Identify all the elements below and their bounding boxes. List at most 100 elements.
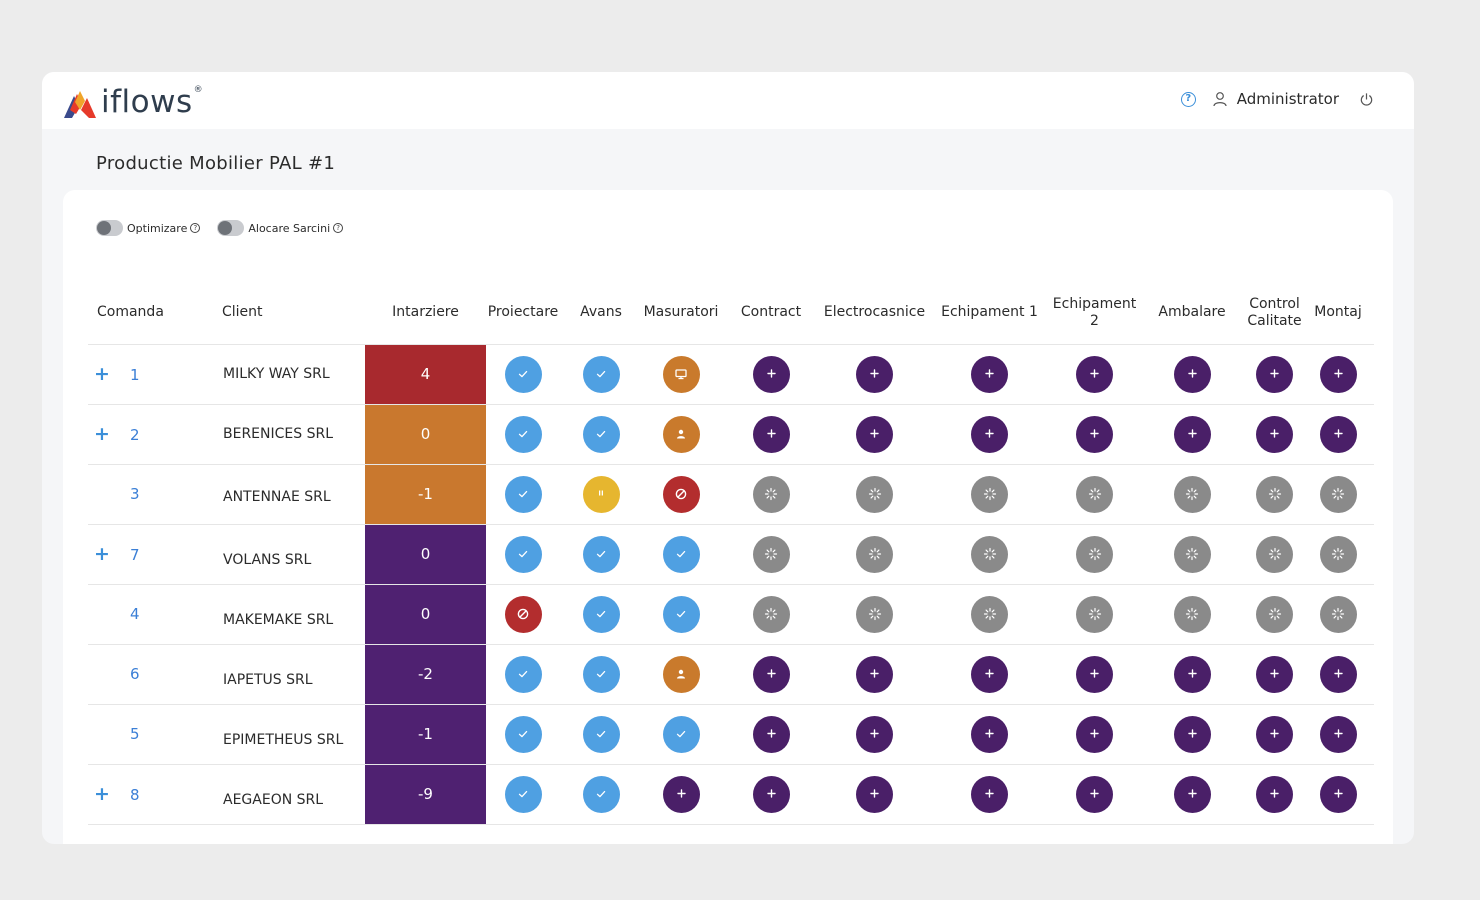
plus-icon[interactable] [1256, 775, 1293, 813]
expand-plus-icon[interactable]: + [94, 543, 110, 565]
check-icon[interactable] [662, 535, 700, 573]
plus-icon[interactable] [1256, 415, 1293, 453]
plus-icon[interactable] [1173, 415, 1211, 453]
plus-icon[interactable] [1173, 715, 1211, 753]
check-icon[interactable] [662, 715, 700, 753]
column-header-control-calitate[interactable]: Control Calitate [1247, 282, 1302, 345]
order-id-link[interactable]: 1 [130, 366, 140, 384]
check-icon[interactable] [504, 775, 542, 813]
spinner-icon[interactable] [856, 475, 893, 513]
table-row[interactable]: +1 MILKY WAY SRL 4 [88, 344, 1374, 405]
plus-icon[interactable] [1256, 655, 1293, 693]
check-icon[interactable] [504, 655, 542, 693]
spinner-icon[interactable] [1256, 475, 1293, 513]
spinner-icon[interactable] [856, 595, 893, 633]
check-icon[interactable] [582, 595, 620, 633]
spinner-icon[interactable] [1173, 475, 1211, 513]
plus-icon[interactable] [752, 355, 790, 393]
column-header-echipament-1[interactable]: Echipament 1 [927, 282, 1052, 345]
plus-icon[interactable] [1173, 775, 1211, 813]
plus-icon[interactable] [1076, 415, 1113, 453]
order-id-link[interactable]: 7 [130, 546, 140, 564]
spinner-icon[interactable] [1076, 595, 1113, 633]
column-header-contract[interactable]: Contract [720, 282, 822, 345]
alocare-sarcini-switch[interactable] [217, 220, 245, 236]
power-icon[interactable] [1359, 92, 1374, 107]
column-header-electrocasnice[interactable]: Electrocasnice [822, 282, 927, 345]
check-icon[interactable] [582, 355, 620, 393]
order-id-link[interactable]: 8 [130, 786, 140, 804]
blocked-icon[interactable] [662, 475, 700, 513]
optimizare-switch[interactable] [96, 220, 123, 236]
spinner-icon[interactable] [752, 535, 790, 573]
spinner-icon[interactable] [1319, 475, 1357, 513]
table-row[interactable]: 3 ANTENNAE SRL -1 [88, 464, 1374, 525]
spinner-icon[interactable] [1319, 535, 1357, 573]
plus-icon[interactable] [971, 775, 1008, 813]
person-icon[interactable] [662, 655, 700, 693]
column-header-echipament-2[interactable]: Echipament 2 [1052, 282, 1137, 345]
table-row[interactable]: +8 AEGAEON SRL -9 [88, 764, 1374, 825]
column-header-proiectare[interactable]: Proiectare [486, 282, 560, 345]
column-header-client[interactable]: Client [213, 282, 365, 345]
user-icon[interactable] [1212, 91, 1228, 107]
plus-icon[interactable] [752, 415, 790, 453]
order-id-link[interactable]: 6 [130, 665, 140, 683]
column-header-masuratori[interactable]: Masuratori [642, 282, 720, 345]
question-circle-icon[interactable]: ? [1180, 91, 1196, 107]
plus-icon[interactable] [1319, 715, 1357, 753]
plus-icon[interactable] [752, 655, 790, 693]
expand-plus-icon[interactable]: + [94, 783, 110, 805]
table-row[interactable]: +2 BERENICES SRL 0 [88, 404, 1374, 465]
user-name[interactable]: Administrator [1236, 90, 1339, 108]
person-icon[interactable] [662, 415, 700, 453]
column-header-ambalare[interactable]: Ambalare [1137, 282, 1247, 345]
check-icon[interactable] [504, 535, 542, 573]
plus-icon[interactable] [1319, 775, 1357, 813]
order-id-link[interactable]: 4 [130, 605, 140, 623]
plus-icon[interactable] [971, 715, 1008, 753]
plus-icon[interactable] [752, 715, 790, 753]
check-icon[interactable] [504, 415, 542, 453]
table-row[interactable]: 6 IAPETUS SRL -2 [88, 644, 1374, 705]
column-header-montaj[interactable]: Montaj [1302, 282, 1374, 345]
spinner-icon[interactable] [1319, 595, 1357, 633]
plus-icon[interactable] [1076, 715, 1113, 753]
column-header-intarziere[interactable]: Intarziere [365, 282, 486, 345]
check-icon[interactable] [504, 355, 542, 393]
spinner-icon[interactable] [971, 595, 1008, 633]
spinner-icon[interactable] [752, 475, 790, 513]
plus-icon[interactable] [1076, 655, 1113, 693]
plus-icon[interactable] [971, 355, 1008, 393]
order-id-link[interactable]: 5 [130, 725, 140, 743]
spinner-icon[interactable] [1256, 535, 1293, 573]
plus-icon[interactable] [1319, 415, 1357, 453]
expand-plus-icon[interactable]: + [94, 423, 110, 445]
blocked-icon[interactable] [504, 595, 542, 633]
spinner-icon[interactable] [1076, 475, 1113, 513]
plus-icon[interactable] [856, 355, 893, 393]
table-row[interactable]: 4 MAKEMAKE SRL 0 [88, 584, 1374, 645]
plus-icon[interactable] [662, 775, 700, 813]
check-icon[interactable] [504, 475, 542, 513]
plus-icon[interactable] [1076, 775, 1113, 813]
plus-icon[interactable] [1319, 355, 1357, 393]
plus-icon[interactable] [856, 415, 893, 453]
spinner-icon[interactable] [1076, 535, 1113, 573]
check-icon[interactable] [582, 415, 620, 453]
check-icon[interactable] [662, 595, 700, 633]
plus-icon[interactable] [1173, 655, 1211, 693]
plus-icon[interactable] [971, 415, 1008, 453]
plus-icon[interactable] [1076, 355, 1113, 393]
plus-icon[interactable] [1256, 715, 1293, 753]
plus-icon[interactable] [856, 715, 893, 753]
table-row[interactable]: +7 VOLANS SRL 0 [88, 524, 1374, 585]
check-icon[interactable] [582, 655, 620, 693]
plus-icon[interactable] [1173, 355, 1211, 393]
check-icon[interactable] [582, 535, 620, 573]
spinner-icon[interactable] [971, 475, 1008, 513]
spinner-icon[interactable] [1256, 595, 1293, 633]
expand-plus-icon[interactable]: + [94, 363, 110, 385]
table-row[interactable]: 5 EPIMETHEUS SRL -1 [88, 704, 1374, 765]
check-icon[interactable] [582, 775, 620, 813]
